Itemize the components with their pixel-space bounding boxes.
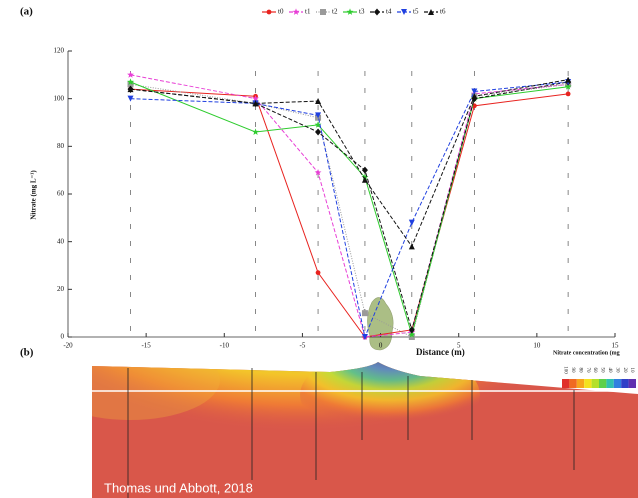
colorbar-label: 60 [592, 368, 597, 374]
legend-marker [320, 9, 326, 15]
x-tick-label: 0 [379, 342, 383, 350]
marker [409, 220, 415, 226]
colorbar-label: 70 [585, 368, 590, 374]
panel-label: (a) [20, 6, 33, 18]
marker [127, 71, 134, 78]
series-line [131, 89, 569, 337]
colorbar-label: 90 [570, 368, 575, 374]
legend-label: t6 [440, 8, 446, 16]
colorbar-label: 20 [622, 368, 627, 374]
colorbar-cell [629, 379, 636, 388]
colorbar-label: 10 [629, 368, 634, 374]
colorbar-cell [621, 379, 628, 388]
marker [566, 92, 571, 97]
marker [362, 310, 368, 316]
y-tick-label: 40 [57, 237, 65, 245]
colorbar-label: 80 [577, 368, 582, 374]
y-tick-label: 0 [61, 333, 65, 341]
legend-label: t2 [332, 8, 338, 16]
marker [316, 270, 321, 275]
x-tick-label: -5 [300, 342, 306, 350]
x-tick-label: -10 [220, 342, 230, 350]
marker [252, 128, 259, 135]
series-line [131, 75, 569, 337]
x-tick-label: 10 [533, 342, 541, 350]
marker [315, 129, 321, 136]
series-line [131, 82, 569, 337]
colorbar-label: 100 [563, 366, 568, 374]
marker [362, 167, 368, 174]
colorbar-cell [577, 379, 584, 388]
figure: Thomas und Abbott, 2018 (a) (b) Nitrate … [0, 0, 638, 498]
y-tick-label: 100 [54, 94, 65, 102]
panel-label: (b) [20, 347, 34, 359]
colorbar-label: 30 [614, 368, 619, 374]
colorbar-label: 50 [600, 368, 605, 374]
series-line [131, 84, 569, 337]
colorbar-cell [606, 379, 613, 388]
legend-marker [374, 9, 380, 16]
legend-marker [267, 10, 272, 15]
colorbar-cell [599, 379, 606, 388]
credit: Thomas und Abbott, 2018 [104, 480, 253, 495]
colorbar-label: 40 [607, 368, 612, 374]
x-tick-label: -20 [63, 342, 73, 350]
series-line [131, 82, 569, 335]
legend-label: t4 [386, 8, 392, 16]
colorbar-cell [614, 379, 621, 388]
legend-marker [293, 8, 300, 15]
x-tick-label: 15 [612, 342, 620, 350]
colorbar-title: Nitrate concentration (mg [553, 349, 620, 356]
y-tick-label: 20 [57, 285, 65, 293]
y-tick-label: 120 [54, 47, 65, 55]
colorbar-cell [584, 379, 591, 388]
y-tick-label: 80 [57, 142, 65, 150]
legend-marker [347, 8, 354, 15]
colorbar-cell [592, 379, 599, 388]
legend-label: t3 [359, 8, 365, 16]
x-tick-label: 5 [457, 342, 461, 350]
colorbar-cell [562, 379, 569, 388]
cross-section [40, 240, 638, 498]
marker [409, 243, 415, 249]
legend-label: t0 [278, 8, 284, 16]
legend-label: t5 [413, 8, 419, 16]
x-tick-label: -15 [141, 342, 151, 350]
legend-label: t1 [305, 8, 311, 16]
series-line [131, 80, 569, 247]
colorbar-cell [569, 379, 576, 388]
y-axis-label: Nitrate (mg L⁻¹) [30, 170, 38, 220]
marker [362, 177, 368, 183]
y-tick-label: 60 [57, 190, 65, 198]
series-line [131, 82, 569, 330]
